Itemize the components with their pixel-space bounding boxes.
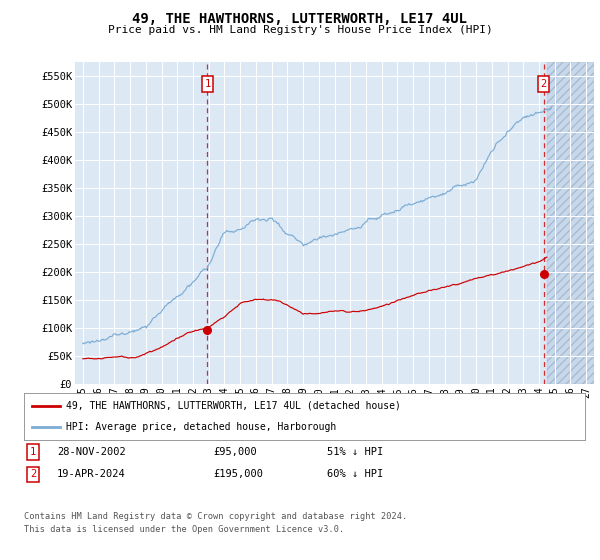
Text: 1: 1 [30, 447, 36, 457]
Text: Contains HM Land Registry data © Crown copyright and database right 2024.: Contains HM Land Registry data © Crown c… [24, 512, 407, 521]
Text: Price paid vs. HM Land Registry's House Price Index (HPI): Price paid vs. HM Land Registry's House … [107, 25, 493, 35]
Text: 51% ↓ HPI: 51% ↓ HPI [327, 447, 383, 457]
Text: 49, THE HAWTHORNS, LUTTERWORTH, LE17 4UL (detached house): 49, THE HAWTHORNS, LUTTERWORTH, LE17 4UL… [66, 400, 401, 410]
Text: HPI: Average price, detached house, Harborough: HPI: Average price, detached house, Harb… [66, 422, 337, 432]
Text: 1: 1 [204, 79, 211, 89]
Text: 19-APR-2024: 19-APR-2024 [57, 469, 126, 479]
Bar [547, 62, 594, 384]
Text: £195,000: £195,000 [213, 469, 263, 479]
Text: 49, THE HAWTHORNS, LUTTERWORTH, LE17 4UL: 49, THE HAWTHORNS, LUTTERWORTH, LE17 4UL [133, 12, 467, 26]
Text: This data is licensed under the Open Government Licence v3.0.: This data is licensed under the Open Gov… [24, 525, 344, 534]
Text: 28-NOV-2002: 28-NOV-2002 [57, 447, 126, 457]
Text: 60% ↓ HPI: 60% ↓ HPI [327, 469, 383, 479]
Text: 2: 2 [541, 79, 547, 89]
Text: 2: 2 [30, 469, 36, 479]
Text: £95,000: £95,000 [213, 447, 257, 457]
